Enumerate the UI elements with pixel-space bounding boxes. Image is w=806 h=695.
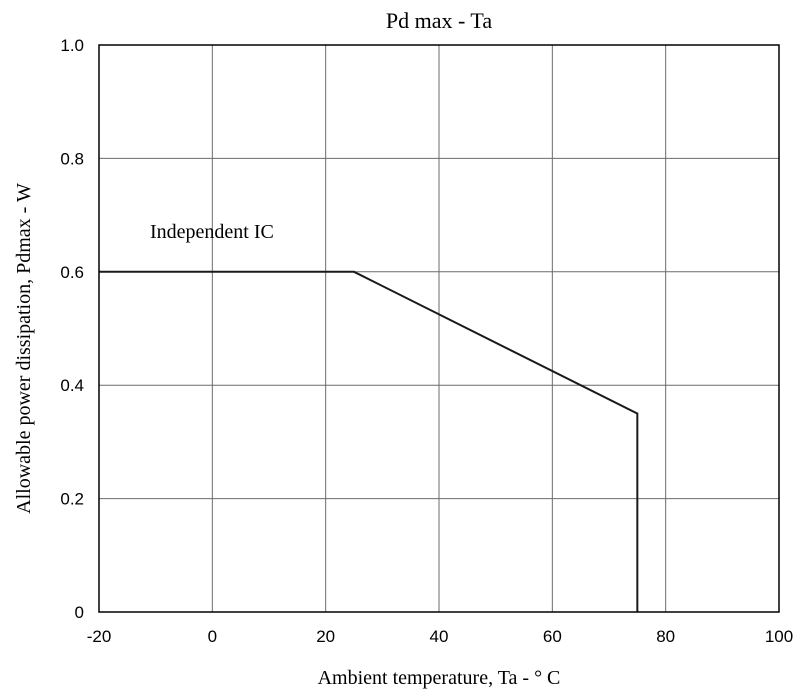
- annotations: Independent IC: [150, 221, 274, 243]
- y-tick-label: 0.8: [60, 149, 84, 168]
- x-tick-label: 100: [765, 627, 793, 646]
- y-tick-label: 1.0: [60, 36, 84, 55]
- y-tick-label: 0.6: [60, 263, 84, 282]
- x-tick-label: 20: [316, 627, 335, 646]
- plot-frame: [98, 44, 780, 613]
- annotation-label-0: Independent IC: [150, 221, 274, 243]
- x-axis-label: Ambient temperature, Ta - ° C: [318, 667, 561, 689]
- x-tick-label: 80: [656, 627, 675, 646]
- series-line-0: [99, 270, 639, 612]
- grid: [99, 45, 779, 612]
- y-tick-label: 0.2: [60, 490, 84, 509]
- y-axis-label: Allowable power dissipation, Pdmax - W: [13, 183, 35, 514]
- x-tick-label: -20: [87, 627, 112, 646]
- chart-title: Pd max - Ta: [386, 8, 492, 33]
- series-layer: [99, 270, 639, 612]
- x-tick-label: 40: [430, 627, 449, 646]
- x-tick-label: 0: [208, 627, 217, 646]
- x-tick-label: 60: [543, 627, 562, 646]
- y-tick-label: 0: [75, 603, 84, 622]
- y-tick-label: 0.4: [60, 376, 84, 395]
